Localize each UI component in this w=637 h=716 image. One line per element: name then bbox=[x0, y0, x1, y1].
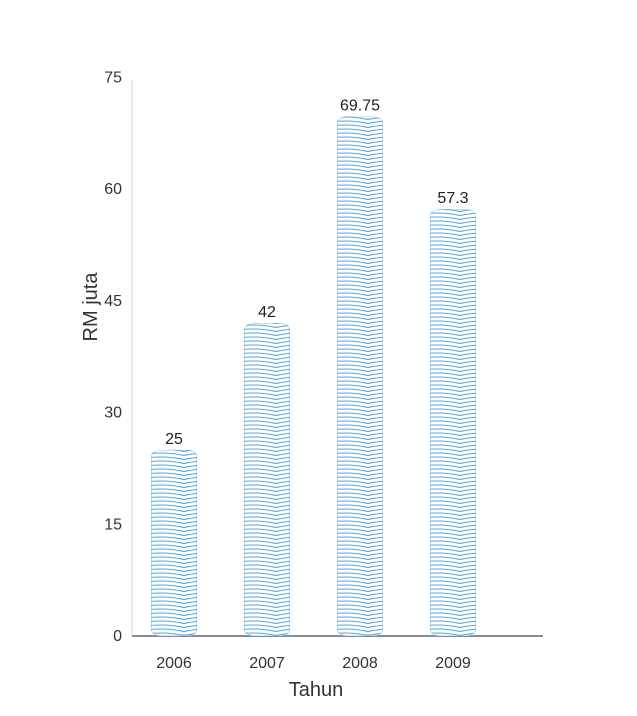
bar-value-label: 42 bbox=[258, 304, 276, 321]
bar-outline-2009 bbox=[430, 209, 476, 636]
y-tick-label: 0 bbox=[113, 628, 122, 645]
bar-outline-2006 bbox=[151, 449, 197, 636]
bar-value-labels: 25 42 69.75 57.3 bbox=[165, 97, 469, 447]
y-tick-label: 75 bbox=[104, 69, 122, 86]
bar-outline-2007 bbox=[244, 323, 290, 636]
bar-2007 bbox=[244, 323, 290, 636]
x-tick-label: 2009 bbox=[435, 655, 471, 672]
bar-2009 bbox=[430, 209, 476, 637]
y-tick-label: 60 bbox=[104, 181, 122, 198]
bar-value-label: 69.75 bbox=[340, 97, 380, 114]
y-tick-label: 15 bbox=[104, 516, 122, 533]
bar-2006 bbox=[151, 449, 197, 636]
bar-2008 bbox=[337, 116, 383, 637]
x-axis-title: Tahun bbox=[289, 679, 344, 701]
y-tick-label: 30 bbox=[104, 405, 122, 422]
bar-outline-2008 bbox=[337, 116, 383, 636]
x-tick-label: 2007 bbox=[249, 655, 285, 672]
bars bbox=[151, 116, 476, 637]
y-tick-labels: 0 15 30 45 60 75 bbox=[104, 69, 122, 645]
y-axis-title: RM juta bbox=[80, 272, 102, 342]
x-tick-label: 2008 bbox=[342, 655, 378, 672]
y-tick-label: 45 bbox=[104, 293, 122, 310]
x-tick-label: 2006 bbox=[156, 655, 192, 672]
bar-value-label: 25 bbox=[165, 431, 183, 448]
bar-value-label: 57.3 bbox=[437, 190, 468, 207]
x-tick-labels: 2006 2007 2008 2009 bbox=[156, 655, 471, 672]
